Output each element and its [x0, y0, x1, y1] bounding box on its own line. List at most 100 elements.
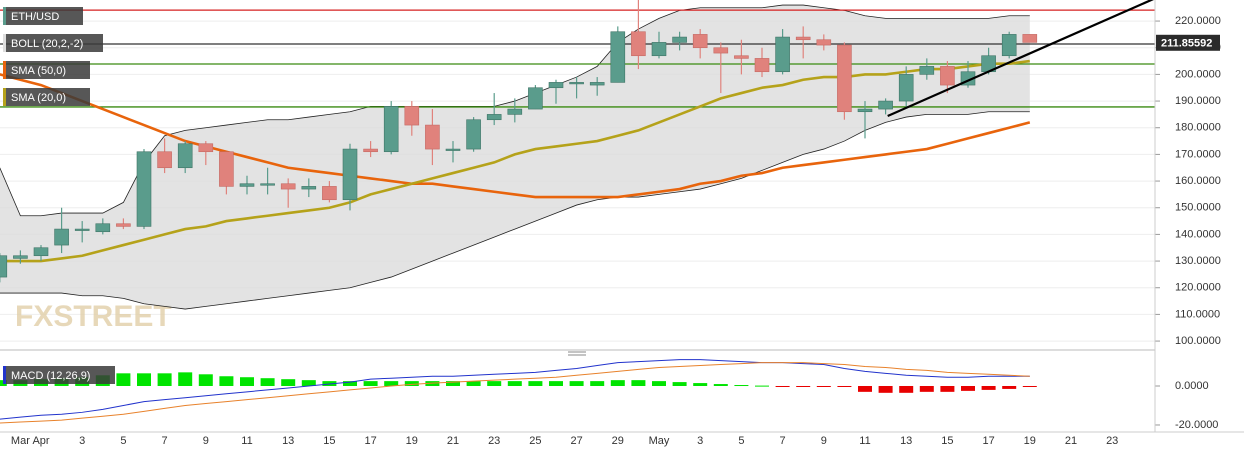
x-tick-label: 3 [79, 435, 85, 447]
watermark: FXSTREET [15, 300, 172, 333]
legend-label: SMA (20,0) [11, 92, 66, 104]
histogram-bar [837, 385, 852, 387]
price-tag [1156, 34, 1220, 51]
x-tick-label: 5 [120, 435, 126, 447]
candle-body [198, 143, 214, 153]
candle-body [507, 108, 523, 115]
x-tick-label: 7 [162, 435, 168, 447]
candle-body [136, 151, 152, 227]
x-tick-label: 9 [203, 435, 209, 447]
candle-body [569, 82, 584, 85]
y-tick-label: 0.0000 [1175, 380, 1209, 392]
histogram-bar [404, 381, 419, 386]
candle-body [157, 151, 172, 169]
candle-body [631, 31, 646, 57]
candle-body [795, 36, 811, 41]
y-tick-label: 150.0000 [1175, 202, 1221, 214]
histogram-bar [466, 381, 481, 386]
bollinger-lower [0, 111, 1030, 310]
x-tick-label: 9 [821, 435, 827, 447]
histogram-bar [652, 381, 666, 386]
candle-body [672, 36, 687, 43]
x-tick-label: 13 [900, 435, 912, 447]
x-tick-label: 17 [364, 435, 376, 447]
x-tick-label: 5 [738, 435, 744, 447]
candle-body [919, 66, 935, 75]
legend-box [3, 88, 90, 106]
histogram-bar [590, 381, 605, 386]
candle-body [33, 247, 49, 257]
candle-body [239, 183, 255, 187]
x-tick-label: 11 [859, 435, 870, 447]
candle-body [1001, 34, 1017, 57]
histogram-bar [713, 384, 728, 386]
histogram-bar [775, 385, 790, 387]
histogram-bar [672, 382, 687, 386]
histogram-bar [219, 376, 234, 386]
x-tick-label: 19 [1024, 435, 1036, 447]
candle-body [342, 148, 358, 201]
legend-swatch [3, 366, 6, 384]
legend-swatch [3, 88, 6, 106]
histogram-bar [858, 385, 872, 392]
candle-body [857, 108, 873, 113]
histogram-bar [240, 377, 254, 386]
x-tick-label: 15 [323, 435, 335, 447]
histogram-bar [116, 373, 131, 386]
x-tick-label: 3 [697, 435, 703, 447]
signal-line [0, 362, 1030, 424]
histogram-bar [178, 372, 193, 386]
legend-label: ETH/USD [11, 11, 59, 23]
histogram-bar [528, 381, 543, 386]
histogram-bar [569, 381, 584, 386]
y-tick-label: 130.0000 [1175, 255, 1221, 267]
candle-body [713, 47, 729, 54]
x-tick-label: 11 [241, 435, 252, 447]
macd-panel: 0.0000 -20.0000 [0, 359, 1218, 431]
histogram-bar [940, 385, 955, 392]
legend-box [3, 61, 90, 79]
candle-body [404, 106, 420, 126]
y-tick-label: 140.0000 [1175, 228, 1221, 240]
y-tick-label: -20.0000 [1175, 419, 1218, 431]
legend: ETH/USD BOLL (20,2,-2) SMA (50,0) SMA (20,0… [3, 7, 115, 384]
y-tick-label: 190.0000 [1175, 95, 1221, 107]
x-tick-label: 17 [982, 435, 994, 447]
legend-swatch [3, 7, 6, 25]
candle-body [1022, 34, 1038, 43]
candle-body [816, 39, 832, 46]
histogram-bar [343, 381, 357, 386]
histogram-bar [281, 379, 296, 386]
legend-label: MACD (12,26,9) [11, 370, 90, 382]
candle-body [692, 34, 708, 49]
candle-body [280, 183, 296, 190]
candle-body [486, 114, 502, 121]
candle-body [466, 119, 481, 150]
candle-body [383, 106, 399, 153]
y-tick-label: 160.0000 [1175, 175, 1221, 187]
histogram-bar [1022, 385, 1037, 387]
candle-body [425, 124, 440, 150]
candle-body [116, 223, 131, 227]
legend-box [3, 366, 115, 384]
price-tag-label: 211.85592 [1161, 38, 1212, 50]
x-tick-label: Apr [32, 435, 49, 447]
candle-body [445, 148, 461, 151]
candle-body [775, 36, 790, 73]
x-tick-label: Mar [11, 435, 30, 447]
candle-body [610, 31, 626, 83]
histogram-bar [755, 385, 769, 387]
y-tick-label: 170.0000 [1175, 148, 1221, 160]
x-tick-label: 25 [529, 435, 541, 447]
x-tick-label: 23 [488, 435, 500, 447]
histogram-bar [899, 385, 914, 393]
histogram-bar [198, 374, 213, 386]
macd-line [0, 359, 1030, 420]
candle-body [734, 55, 749, 59]
candle-body [54, 228, 69, 246]
x-tick-label: 13 [282, 435, 294, 447]
x-tick-label: 7 [780, 435, 786, 447]
x-tick-label: May [649, 435, 670, 447]
histogram-bar [981, 385, 996, 390]
